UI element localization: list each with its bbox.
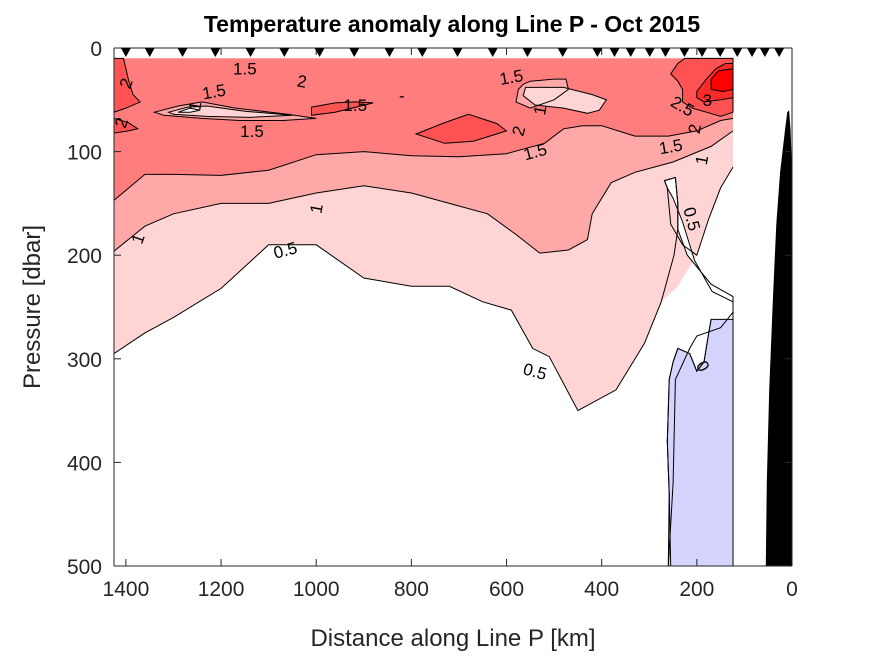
- contour-bands: [114, 58, 733, 566]
- contour-line: [522, 86, 608, 114]
- station-marker: [592, 48, 603, 57]
- contour-band-2-2p5: [416, 114, 507, 144]
- contour-line: [114, 117, 140, 134]
- contour-line: [670, 57, 734, 117]
- station-marker: [747, 48, 758, 57]
- contour-band-neg-0p5-0: [667, 319, 733, 566]
- y-tick-label: 400: [67, 452, 102, 475]
- contour-band-2-2p5: [114, 118, 138, 133]
- contour-label: 1.5: [343, 96, 367, 115]
- contour-band-0p5-1: [523, 87, 607, 114]
- station-marker: [487, 48, 498, 57]
- contour-band-2-2p5: [311, 101, 374, 116]
- contour-line: [114, 117, 734, 201]
- contour-line: [178, 107, 200, 113]
- station-marker: [625, 48, 636, 57]
- x-tick-label: 600: [489, 578, 524, 601]
- x-tick-labels: 1400 1200 1000 800 600 400 200 0: [103, 578, 798, 601]
- station-marker: [144, 48, 155, 57]
- contour-label: 1.5: [498, 66, 525, 89]
- contour-line: [167, 105, 293, 118]
- station-marker: [210, 48, 221, 57]
- x-tick-label: 0: [786, 578, 798, 601]
- bathymetry-fill: [765, 110, 792, 566]
- contour-line: [152, 101, 317, 121]
- contour-label: -: [399, 87, 405, 106]
- chart-title: Temperature anomaly along Line P - Oct 2…: [204, 11, 701, 37]
- contour-label: 1: [185, 100, 205, 113]
- contour-label: 2: [685, 123, 705, 136]
- contour-label: 1.5: [657, 136, 684, 159]
- contour-label: 1.5: [233, 60, 257, 79]
- contour-label: 0.5: [521, 359, 549, 383]
- y-tick-label: 300: [67, 349, 102, 372]
- contour-label: 2: [296, 71, 309, 91]
- y-axis-label: Pressure [dbar]: [19, 225, 46, 389]
- y-tick-label: 200: [67, 245, 102, 268]
- x-tick-label: 200: [679, 578, 714, 601]
- x-tick-label: 400: [584, 578, 619, 601]
- station-marker: [522, 48, 533, 57]
- contour-label: 1: [307, 202, 327, 215]
- contour-line: [710, 68, 734, 93]
- station-marker: [557, 48, 568, 57]
- contour-line: [696, 63, 734, 103]
- bathymetry: [765, 110, 792, 566]
- station-marker: [609, 48, 620, 57]
- contour-label: 1.5: [201, 81, 228, 104]
- station-marker: [314, 48, 325, 57]
- x-tick-label: 1000: [293, 578, 340, 601]
- contour-label: 1: [530, 104, 550, 117]
- contour-band-3-plus: [711, 68, 733, 92]
- station-marker: [679, 48, 690, 57]
- station-marker: [759, 48, 770, 57]
- contour-line: [114, 130, 734, 254]
- contour-band-0p5-1: [168, 106, 293, 118]
- x-axis-label: Distance along Line P [km]: [310, 625, 595, 652]
- x-tick-label: 1400: [103, 578, 150, 601]
- contour-label: 3: [703, 91, 712, 110]
- contour-line: [666, 318, 734, 566]
- y-tick-label: 0: [90, 38, 102, 61]
- axes: [113, 47, 793, 567]
- y-tick-label: 500: [67, 556, 102, 579]
- contour-line: [114, 166, 734, 412]
- contour-line: [114, 57, 142, 113]
- contour-label: 1.5: [240, 122, 264, 141]
- contour-band-2-2p5: [114, 58, 141, 113]
- station-marker: [644, 48, 655, 57]
- contour-line: [663, 176, 734, 566]
- station-marker: [349, 48, 360, 57]
- contour-line: [414, 113, 508, 144]
- station-marker: [697, 48, 708, 57]
- x-tick-label: 1200: [198, 578, 245, 601]
- station-marker: [245, 48, 256, 57]
- station-marker: [417, 48, 428, 57]
- station-marker: [732, 48, 743, 57]
- y-tick-label: 100: [67, 142, 102, 165]
- station-markers: [120, 48, 785, 57]
- station-marker: [279, 48, 290, 57]
- station-marker: [660, 48, 671, 57]
- contour-line: [515, 78, 569, 109]
- contour-line: [311, 101, 374, 116]
- station-marker: [384, 48, 395, 57]
- contour-label: 1: [692, 154, 712, 167]
- station-marker: [774, 48, 785, 57]
- station-marker: [177, 48, 188, 57]
- y-tick-labels: 0 100 200 300 400 500: [67, 38, 102, 579]
- x-tick-label: 800: [394, 578, 429, 601]
- station-marker: [452, 48, 463, 57]
- contour-lines: [114, 57, 734, 566]
- station-marker: [120, 48, 131, 57]
- station-marker: [715, 48, 726, 57]
